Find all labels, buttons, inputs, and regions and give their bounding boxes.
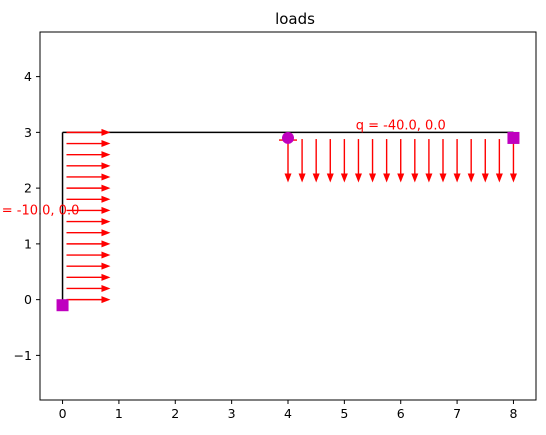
load-label: q = -40.0, 0.0: [356, 119, 446, 134]
load-arrow-head: [101, 273, 111, 281]
load-arrow-head: [397, 173, 405, 183]
y-tick-label: 2: [24, 181, 32, 196]
load-arrow-head: [101, 206, 111, 214]
load-arrow-head: [101, 229, 111, 237]
x-tick-label: 7: [453, 406, 461, 421]
load-arrow-head: [467, 173, 475, 183]
x-tick-label: 4: [284, 406, 292, 421]
load-arrow-head: [481, 173, 489, 183]
support-marker-square: [56, 299, 69, 312]
plot-area: q = -10.0, 0.0q = -40.0, 0.0: [0, 119, 520, 312]
load-arrow-head: [298, 173, 306, 183]
y-tick-label: 1: [24, 236, 32, 251]
axes-frame: [39, 31, 537, 401]
load-arrow-head: [101, 284, 111, 292]
load-arrow-head: [425, 173, 433, 183]
load-arrow-head: [369, 173, 377, 183]
chart-title: loads: [275, 10, 315, 28]
load-arrow-head: [101, 195, 111, 203]
load-arrow-head: [101, 173, 111, 181]
x-tick-label: 8: [509, 406, 517, 421]
load-arrow-head: [509, 173, 517, 183]
load-arrow-head: [495, 173, 503, 183]
x-tick-label: 1: [115, 406, 123, 421]
load-arrow-head: [411, 173, 419, 183]
load-arrow-head: [453, 173, 461, 183]
y-tick-label: 0: [24, 292, 32, 307]
y-tick-label: 3: [24, 125, 32, 140]
load-arrow-head: [101, 162, 111, 170]
load-arrow-head: [354, 173, 362, 183]
support-marker-square: [507, 131, 520, 144]
load-arrow-head: [312, 173, 320, 183]
x-tick-label: 3: [228, 406, 236, 421]
load-arrow-head: [326, 173, 334, 183]
x-tick-label: 2: [171, 406, 179, 421]
load-arrow-head: [101, 296, 111, 304]
x-tick-label: 5: [340, 406, 348, 421]
y-tick-label: 4: [24, 69, 32, 84]
load-arrow-head: [101, 128, 111, 136]
load-arrow-head: [439, 173, 447, 183]
support-marker-circle: [282, 131, 294, 144]
load-arrow-head: [101, 184, 111, 192]
load-arrow-head: [101, 251, 111, 259]
load-arrow-head: [101, 140, 111, 148]
y-tick-label: −1: [14, 348, 32, 363]
x-tick-label: 0: [59, 406, 67, 421]
load-arrow-head: [284, 173, 292, 183]
load-arrow-head: [101, 262, 111, 270]
axes: 0 1 2 3 4 5 6 7 8 −1 0 1 2 3 4: [14, 31, 537, 421]
load-arrow-head: [383, 173, 391, 183]
x-tick-label: 6: [397, 406, 405, 421]
load-arrow-head: [101, 240, 111, 248]
load-arrow-head: [101, 218, 111, 226]
load-arrow-head: [101, 151, 111, 159]
load-arrow-head: [340, 173, 348, 183]
